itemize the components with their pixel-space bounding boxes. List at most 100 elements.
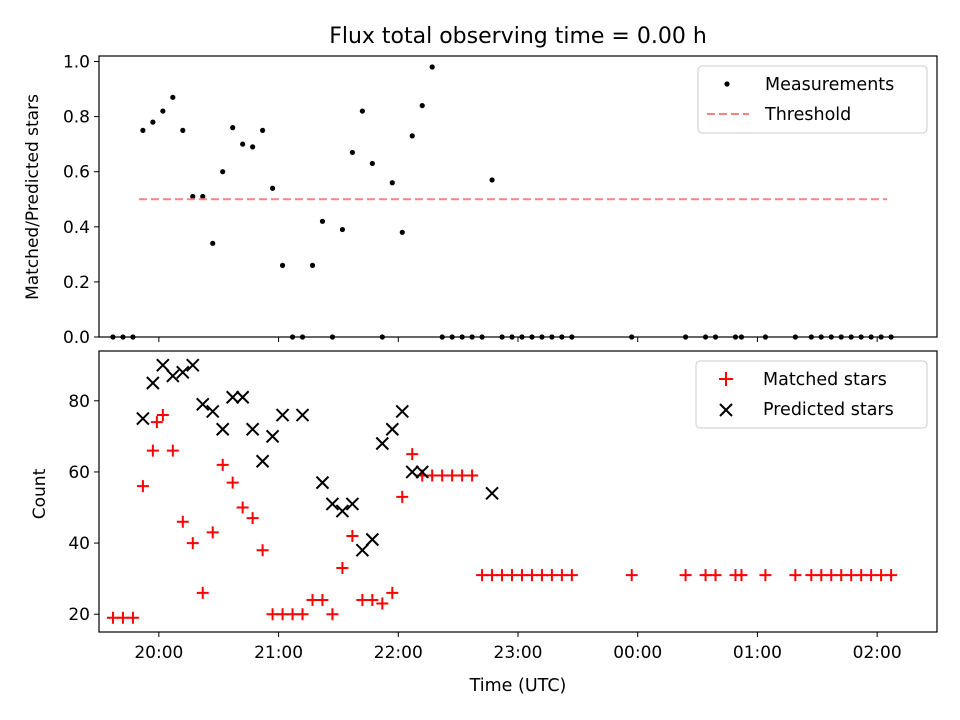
count-plot-frame: [98, 350, 938, 633]
y-tick-label: 60: [68, 463, 90, 483]
matched-stars-point: [196, 586, 209, 599]
matched-stars-point: [206, 526, 219, 539]
matched-stars-point: [216, 458, 229, 471]
measurements-point: [240, 141, 246, 147]
chart-title: Flux total observing time = 0.00 h: [329, 24, 707, 49]
x-tick-label: 01:00: [733, 643, 782, 663]
matched-stars-point: [186, 537, 199, 550]
predicted-stars-point: [206, 404, 220, 419]
predicted-stars-point: [405, 465, 419, 479]
matched-stars-point: [136, 480, 149, 493]
ratio-plot-y-axis-label: Matched/Predicted stars: [23, 94, 43, 300]
legend-label-threshold: Threshold: [764, 105, 851, 125]
matched-stars-point: [296, 608, 309, 621]
measurements-point: [489, 177, 495, 183]
measurements-point: [230, 125, 236, 131]
measurements-point: [180, 127, 186, 133]
count-plot-marks: [106, 358, 898, 624]
count-plot: 20 40 60 80 20:00 21:00 22:00 23:00 00:00 01:00 02…: [30, 350, 938, 696]
predicted-stars-point: [225, 390, 240, 404]
predicted-stars-point: [215, 422, 230, 436]
measurements-point: [160, 108, 166, 114]
predicted-stars-point: [395, 404, 409, 419]
legend-label-matched-stars: Matched stars: [763, 370, 887, 390]
x-tick-label: 23:00: [494, 643, 543, 663]
predicted-stars-point: [375, 436, 390, 451]
measurements-point: [399, 229, 405, 235]
x-axis-label: Time (UTC): [469, 676, 567, 696]
matched-stars-point: [466, 469, 479, 482]
predicted-stars-point: [365, 532, 380, 547]
measurements-point: [369, 160, 375, 167]
matched-stars-point: [326, 608, 339, 621]
predicted-stars-point: [325, 497, 340, 511]
matched-stars-point: [336, 561, 349, 574]
ratio-plot: 0.0 0.2 0.4 0.6 0.8 1.0 Matched/Predicted sta…: [23, 53, 938, 348]
y-tick-label: 0.0: [63, 328, 90, 348]
measurements-point: [309, 262, 316, 268]
predicted-stars-point: [245, 422, 260, 436]
measurements-point: [319, 218, 326, 224]
ratio-plot-frame: [98, 55, 938, 338]
predicted-stars-point: [196, 397, 210, 412]
predicted-stars-point: [166, 369, 180, 383]
predicted-stars-point: [345, 497, 360, 511]
matched-stars-point: [396, 490, 409, 503]
predicted-stars-point: [235, 390, 250, 404]
legend-marker-predicted-stars: [719, 403, 733, 417]
predicted-stars-point: [295, 408, 310, 422]
legend-marker-measurements: [724, 81, 730, 87]
matched-stars-point: [679, 569, 692, 582]
legend-label-measurements: Measurements: [765, 75, 894, 95]
x-tick-label: 21:00: [254, 643, 303, 663]
y-tick-label: 0.2: [63, 273, 90, 293]
x-tick-label: 20:00: [134, 643, 183, 663]
y-tick-label: 20: [68, 605, 90, 625]
y-tick-label: 0.6: [63, 163, 90, 183]
count-plot-legend: Matched stars Predicted stars: [695, 360, 928, 429]
y-tick-label: 40: [68, 534, 90, 554]
measurements-point: [409, 133, 415, 139]
predicted-stars-point: [385, 422, 400, 436]
predicted-stars-point: [355, 543, 370, 557]
matched-stars-point: [146, 444, 159, 457]
measurements-point: [269, 185, 276, 191]
matched-stars-point: [156, 409, 169, 422]
measurements-point: [170, 94, 176, 100]
matched-stars-point: [316, 593, 329, 606]
matched-stars-point: [166, 444, 179, 457]
measurements-point: [250, 144, 256, 150]
measurements-point: [210, 240, 216, 246]
legend-label-predicted-stars: Predicted stars: [763, 400, 894, 420]
measurements-point: [349, 149, 355, 156]
matched-stars-point: [386, 586, 399, 599]
predicted-stars-point: [485, 486, 499, 500]
matched-stars-point: [709, 569, 722, 582]
predicted-stars-point: [156, 358, 170, 372]
measurements-point: [359, 108, 365, 114]
measurements-point: [200, 193, 206, 200]
measurements-point: [150, 119, 156, 125]
measurements-point: [279, 262, 286, 268]
measurements-point: [419, 102, 425, 109]
count-plot-ticks: 20 40 60 80 20:00 21:00 22:00 23:00 00:00 01:00 02…: [68, 392, 901, 663]
matched-stars-point: [735, 569, 748, 582]
count-plot-y-axis-label: Count: [30, 468, 50, 519]
x-tick-label: 02:00: [853, 643, 902, 663]
measurements-point: [190, 193, 196, 200]
measurements-point: [140, 127, 146, 133]
matched-stars-point: [236, 501, 249, 514]
matched-stars-point: [565, 569, 578, 582]
legend-marker-matched-stars: [719, 372, 733, 386]
matched-stars-point: [226, 476, 239, 489]
predicted-stars-point: [176, 365, 190, 380]
matched-stars-point: [625, 569, 638, 582]
y-tick-label: 0.4: [63, 218, 90, 238]
matched-stars-point: [759, 569, 772, 582]
matched-stars-point: [406, 448, 419, 461]
predicted-stars-point: [315, 475, 330, 490]
matched-stars-point: [885, 569, 898, 582]
matched-stars-point: [366, 593, 379, 606]
measurements-point: [389, 180, 395, 186]
